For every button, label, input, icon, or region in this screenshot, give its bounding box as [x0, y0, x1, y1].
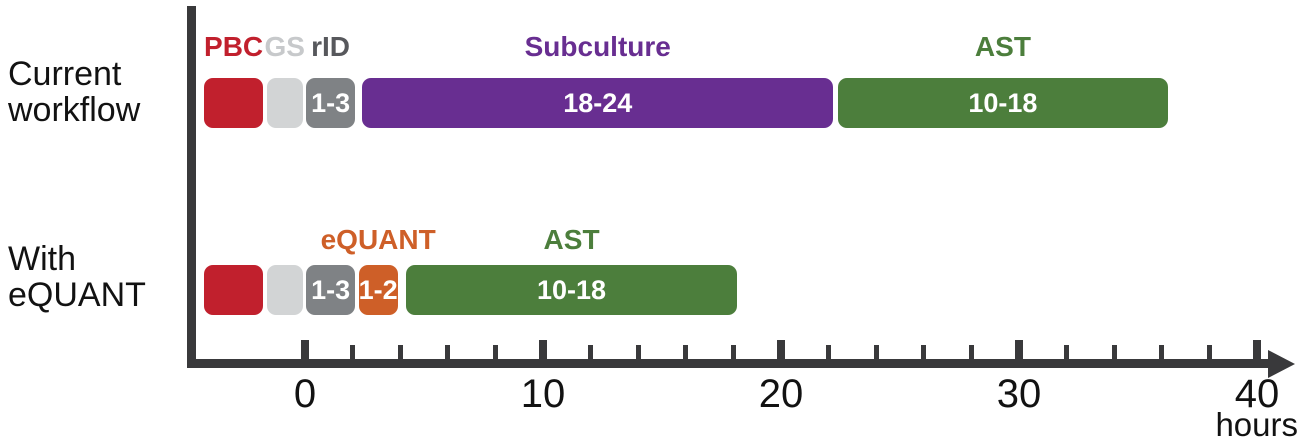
segment-rid: 1-3	[306, 78, 355, 128]
axis-tick-38	[1206, 345, 1212, 359]
segment-duration-label: 1-3	[311, 274, 351, 305]
row-label-line: eQUANT	[8, 276, 146, 314]
segment-label-gs: GS	[264, 31, 305, 62]
axis-tick-40	[1253, 340, 1261, 359]
segment-gs	[266, 78, 303, 128]
segment-ast: 10-18	[838, 78, 1168, 128]
row-label-line: Current	[8, 55, 122, 93]
row-label-line: workflow	[8, 91, 141, 129]
y-axis-line	[187, 6, 196, 368]
segment-label-pbc: PBC	[204, 31, 264, 62]
segment-duration-label: 10-18	[537, 274, 607, 305]
segment-pbc	[203, 78, 264, 128]
segment-gs	[266, 265, 303, 315]
segment-label-subculture: Subculture	[524, 31, 671, 62]
row-label-current-workflow: Current workflow	[8, 56, 140, 128]
axis-tick-label-0: 0	[293, 372, 317, 416]
axis-tick-20	[777, 340, 785, 359]
axis-tick-28	[968, 345, 974, 359]
segment-label-ast: AST	[974, 31, 1031, 62]
axis-tick-30	[1015, 340, 1023, 359]
segment-subculture: 18-24	[362, 78, 834, 128]
axis-tick-4	[397, 345, 403, 359]
segment-duration-label: 1-3	[311, 87, 351, 118]
segment-rid: 1-3	[306, 265, 355, 315]
axis-tick-36	[1159, 345, 1165, 359]
segment-ast: 10-18	[406, 265, 737, 315]
segment-label-ast: AST	[543, 224, 600, 255]
axis-tick-32	[1064, 345, 1070, 359]
axis-tick-12	[588, 345, 594, 359]
x-axis-line	[187, 359, 1272, 368]
axis-tick-34	[1111, 345, 1117, 359]
x-axis-unit-label: hours	[1215, 406, 1298, 443]
axis-tick-6	[445, 345, 451, 359]
segment-label-rid: rID	[311, 31, 351, 62]
segment-pbc	[203, 265, 264, 315]
axis-tick-22	[826, 345, 832, 359]
axis-tick-0	[301, 340, 309, 359]
row-label-with-equant: With eQUANT	[8, 241, 146, 313]
axis-tick-label-30: 30	[996, 372, 1042, 416]
axis-tick-label-40: 40	[1234, 372, 1280, 416]
row-label-line: With	[8, 240, 76, 278]
axis-tick-label-10: 10	[520, 372, 566, 416]
x-axis-arrowhead-icon	[1268, 350, 1295, 378]
segment-equant: 1-2	[358, 265, 398, 315]
axis-tick-label-20: 20	[758, 372, 804, 416]
axis-tick-2	[350, 345, 356, 359]
segment-label-equant: eQUANT	[320, 224, 436, 255]
axis-tick-16	[683, 345, 689, 359]
segment-duration-label: 18-24	[563, 87, 633, 118]
axis-tick-26	[921, 345, 927, 359]
axis-tick-14	[635, 345, 641, 359]
axis-tick-10	[539, 340, 547, 359]
axis-tick-18	[730, 345, 736, 359]
segment-duration-label: 1-2	[358, 274, 398, 305]
segment-duration-label: 10-18	[968, 87, 1038, 118]
axis-tick-24	[873, 345, 879, 359]
axis-tick-8	[492, 345, 498, 359]
